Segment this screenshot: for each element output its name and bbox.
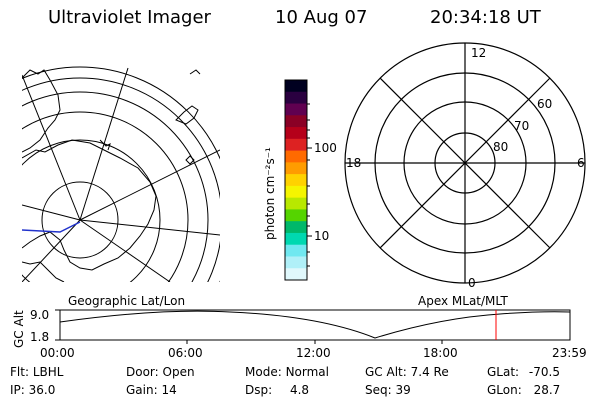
colorbar-band <box>285 256 307 269</box>
colorbar-band <box>285 80 307 93</box>
timeline-xtick-2: 12:00 <box>296 346 331 360</box>
intensity-colorbar <box>285 80 307 281</box>
colorbar-band <box>285 91 307 105</box>
status-ip: IP: 36.0 <box>10 383 56 397</box>
magnetic-panel-label: Apex MLat/MLT <box>418 294 508 308</box>
geographic-panel-label: Geographic Lat/Lon <box>68 294 186 308</box>
timeline-ytick-top: 9.0 <box>30 308 50 322</box>
timeline-ylabel: GC Alt <box>12 310 26 348</box>
status-glon: GLon: 28.7 <box>487 383 561 397</box>
timeline-xtick-4: 23:59 <box>552 346 587 360</box>
magnetic-polar-grid <box>344 42 586 284</box>
mlat-label-70: 70 <box>514 119 530 133</box>
colorbar-band <box>285 268 307 281</box>
colorbar-band <box>285 174 307 187</box>
mlt-label-0: 0 <box>468 276 476 290</box>
status-door: Door: Open <box>126 365 195 379</box>
colorbar-unit-label: photon cm⁻²s⁻¹ <box>263 147 277 240</box>
colorbar-tick-10: 10 <box>314 229 330 243</box>
status-mode: Mode: Normal <box>245 365 329 379</box>
altitude-timeline <box>55 309 571 344</box>
colorbar-band <box>285 244 307 257</box>
date-label: 10 Aug 07 <box>275 7 368 28</box>
colorbar-band <box>285 150 307 163</box>
mlat-label-80: 80 <box>493 140 509 154</box>
status-seq: Seq: 39 <box>365 383 411 397</box>
instrument-title: Ultraviolet Imager <box>48 7 211 28</box>
colorbar-band <box>285 103 307 116</box>
timeline-xtick-3: 18:00 <box>423 346 458 360</box>
status-glat: GLat: -70.5 <box>487 365 560 379</box>
status-dsp: Dsp: 4.8 <box>245 383 310 397</box>
colorbar-band <box>285 162 307 175</box>
status-gc-alt: GC Alt: 7.4 Re <box>365 365 449 379</box>
time-label: 20:34:18 UT <box>430 7 541 28</box>
mlt-label-6: 6 <box>577 156 585 170</box>
colorbar-band <box>285 185 307 199</box>
status-gain: Gain: 14 <box>126 383 177 397</box>
colorbar-tick-100: 100 <box>314 141 337 155</box>
colorbar-band <box>285 197 307 210</box>
status-filter: Flt: LBHL <box>10 365 64 379</box>
colorbar-band <box>285 232 307 246</box>
mlt-label-18: 18 <box>346 156 362 170</box>
timeline-ytick-bottom: 1.8 <box>30 330 50 344</box>
colorbar-band <box>285 138 307 152</box>
colorbar-band <box>285 127 307 140</box>
mlat-label-60: 60 <box>537 97 553 111</box>
timeline-xtick-1: 06:00 <box>168 346 203 360</box>
mlt-label-12: 12 <box>471 46 487 60</box>
colorbar-band <box>285 209 307 222</box>
timeline-xtick-0: 00:00 <box>40 346 75 360</box>
colorbar-band <box>285 221 307 234</box>
colorbar-band <box>285 115 307 128</box>
